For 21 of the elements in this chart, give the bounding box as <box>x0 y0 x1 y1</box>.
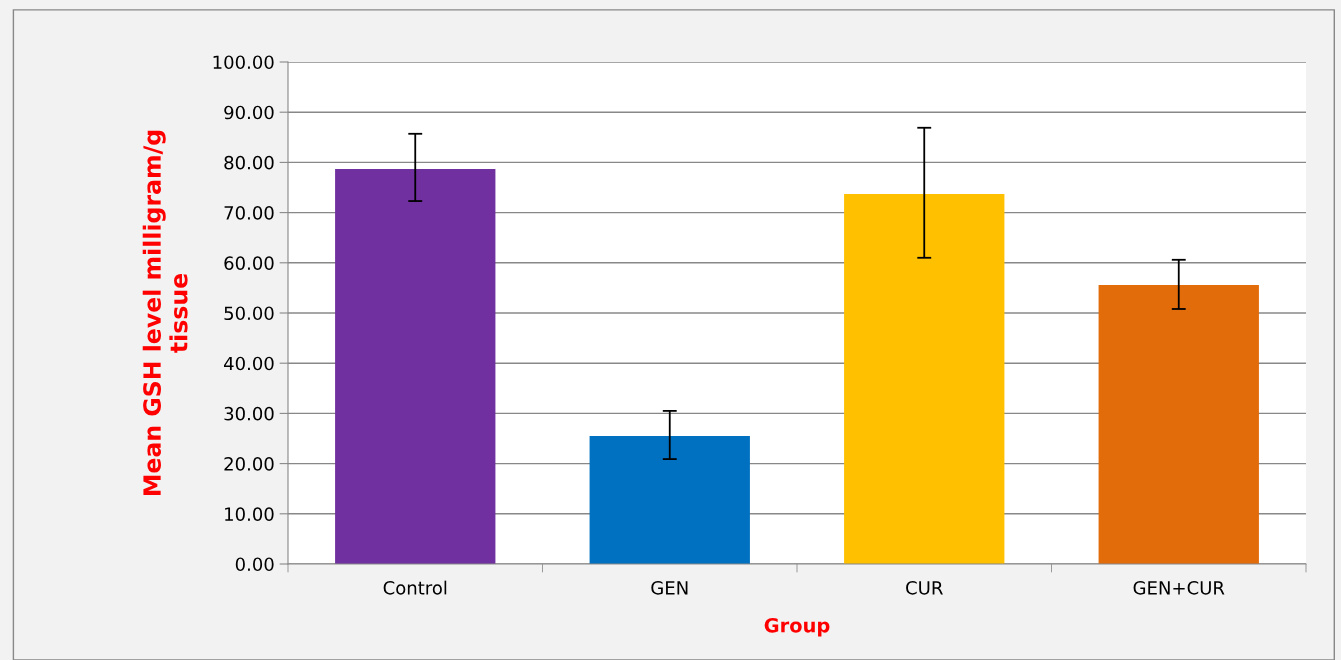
bar <box>335 168 496 564</box>
bar <box>1098 284 1259 564</box>
y-tick-label: 0.00 <box>235 557 274 572</box>
y-axis-title: Mean GSH level milligram/g tissue <box>142 130 188 495</box>
y-tick-label: 90.00 <box>224 105 274 120</box>
x-tick-label: CUR <box>906 580 943 595</box>
y-tick-label: 40.00 <box>224 356 274 371</box>
y-tick-label: 70.00 <box>224 206 274 220</box>
y-tick-label: 80.00 <box>224 155 274 170</box>
bar <box>844 194 1005 564</box>
bar <box>589 435 750 564</box>
x-axis-title: Group <box>764 617 830 637</box>
x-tick-label: GEN <box>651 580 688 595</box>
y-tick-label: 50.00 <box>224 306 274 321</box>
y-tick-label: 30.00 <box>224 406 274 421</box>
x-tick-label: Control <box>383 580 447 595</box>
x-tick-label: GEN+CUR <box>1133 580 1225 595</box>
y-tick-label: 60.00 <box>224 256 274 270</box>
y-tick-label: 10.00 <box>225 507 274 521</box>
y-tick-label: 100.00 <box>213 55 274 70</box>
y-tick-label: 20.00 <box>224 457 274 471</box>
